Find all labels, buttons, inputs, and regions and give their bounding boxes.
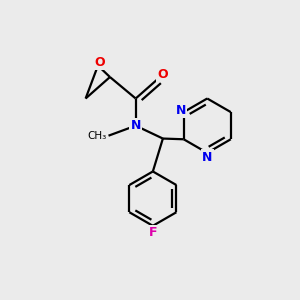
Text: N: N	[202, 151, 212, 164]
Text: O: O	[94, 56, 105, 69]
Text: CH₃: CH₃	[88, 131, 107, 141]
Text: N: N	[176, 104, 186, 117]
Text: O: O	[158, 68, 168, 81]
Text: N: N	[130, 119, 141, 132]
Text: F: F	[148, 226, 157, 239]
